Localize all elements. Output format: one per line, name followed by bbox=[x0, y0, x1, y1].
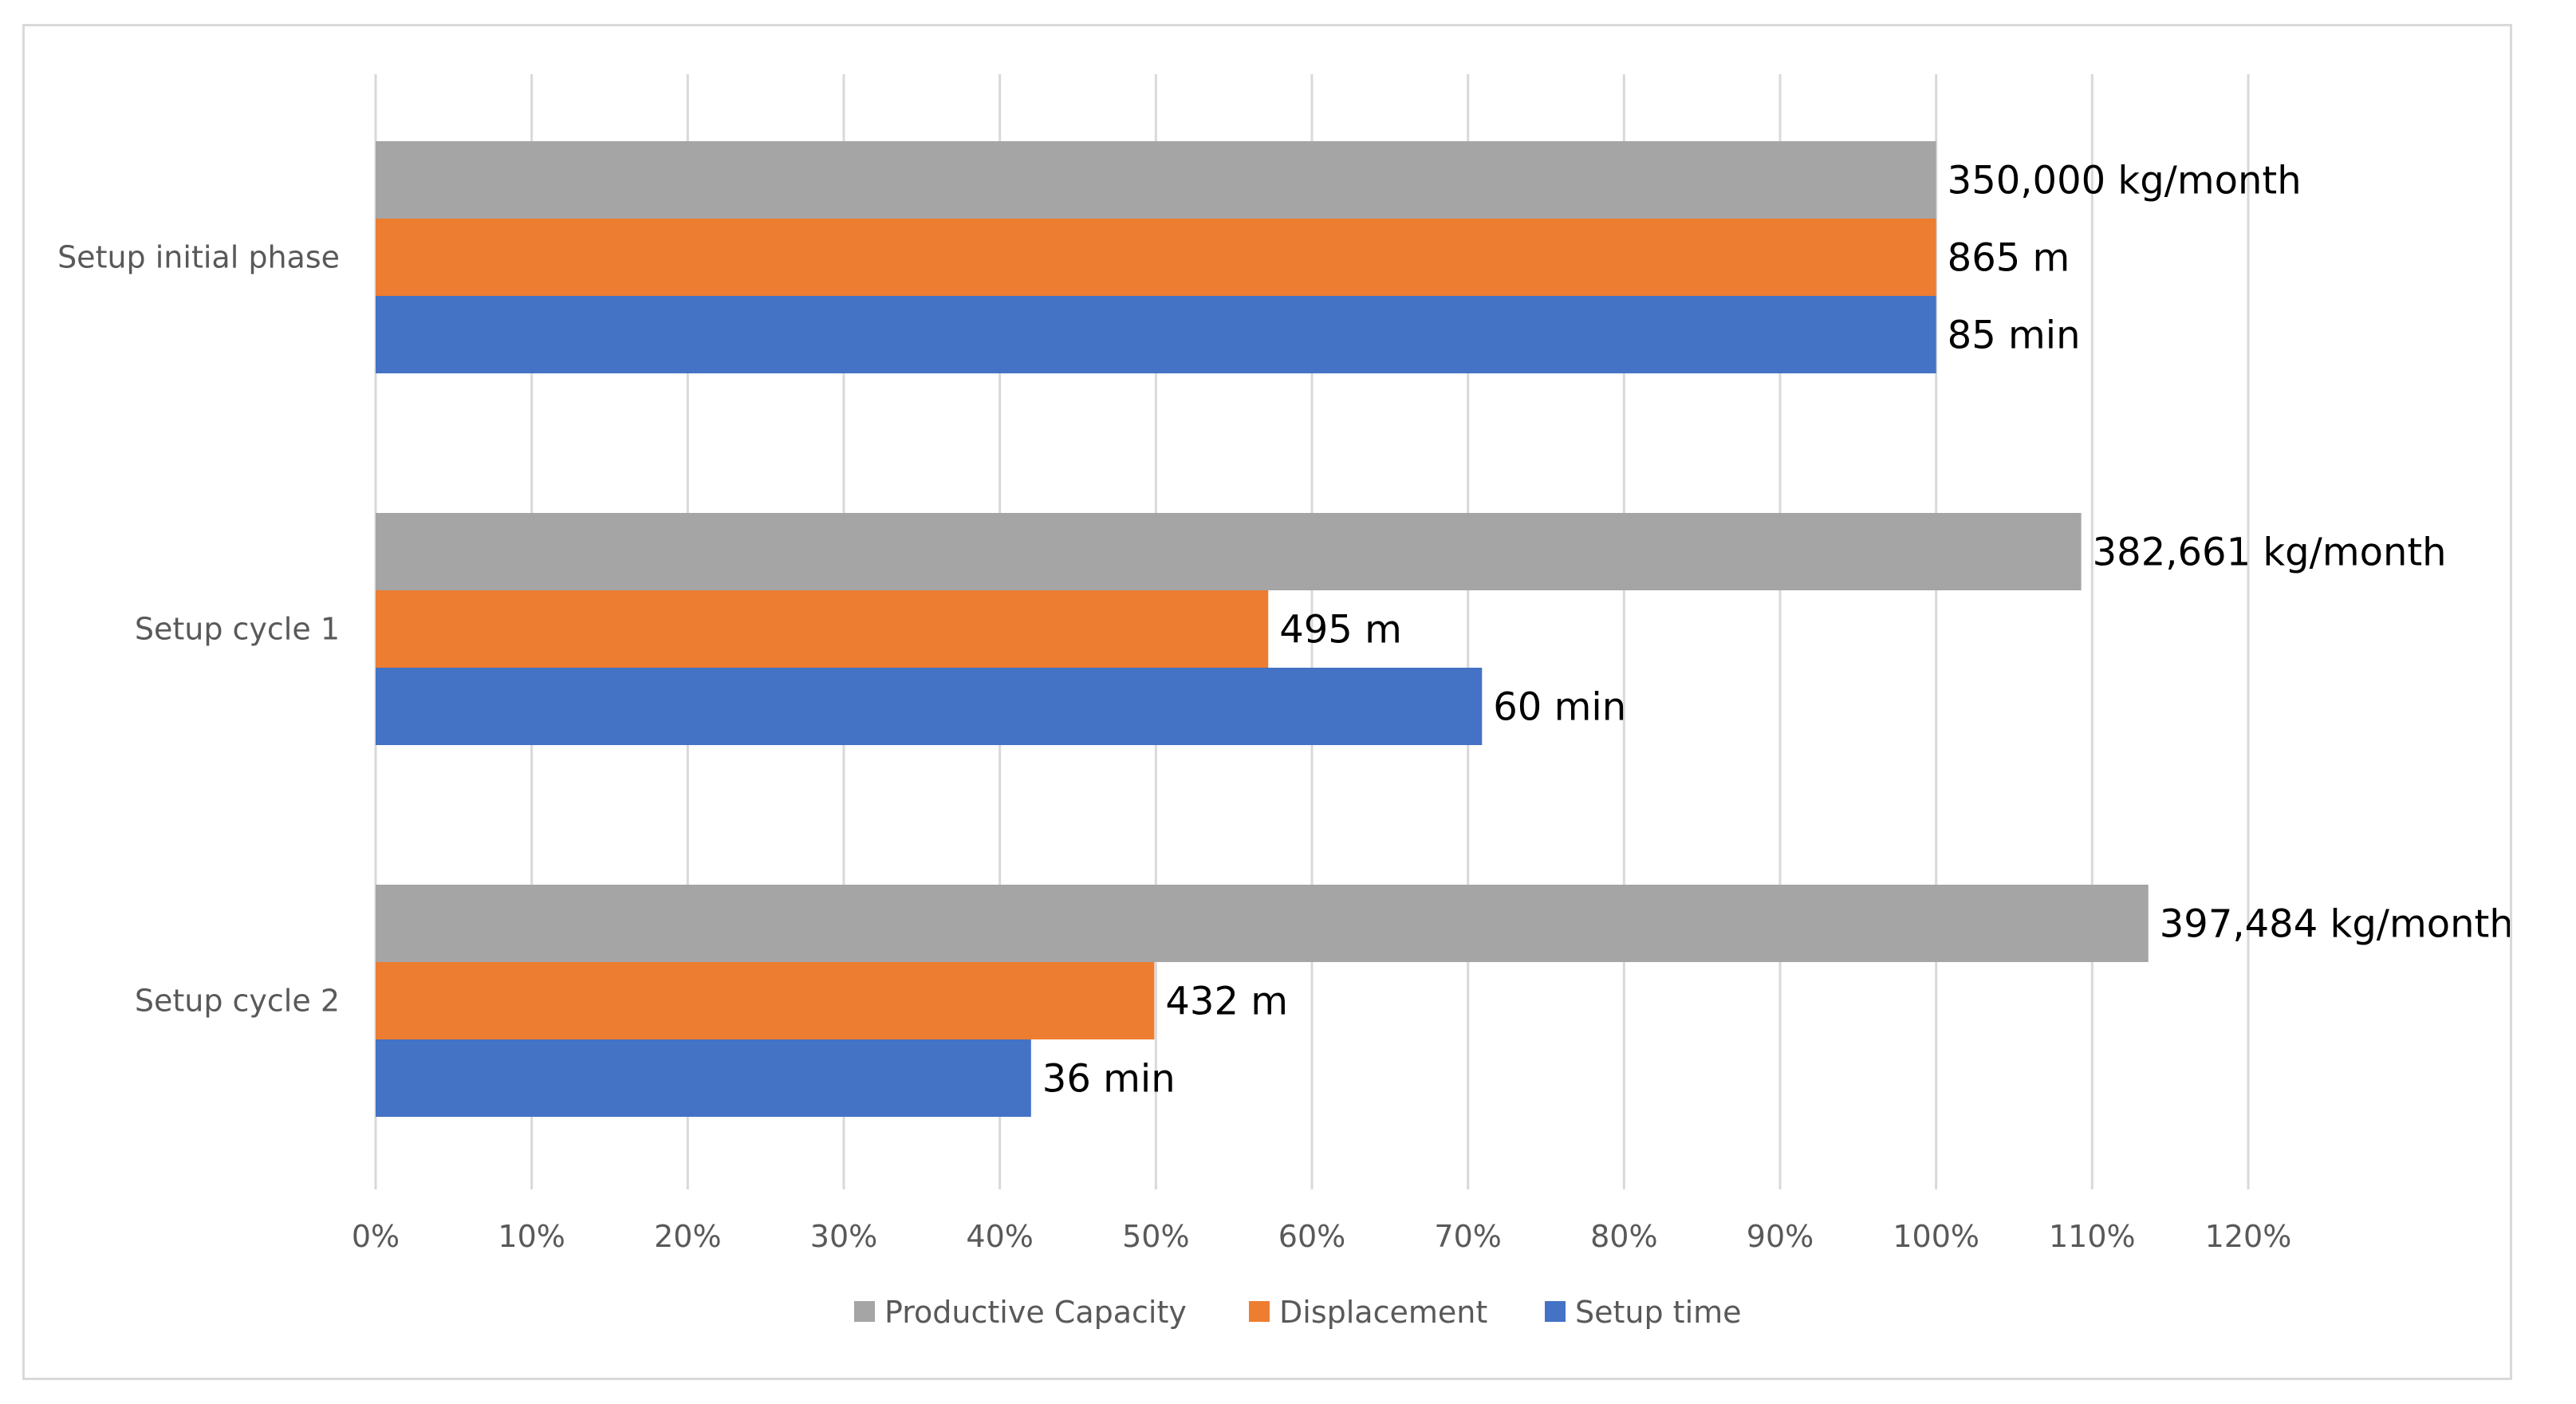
bars: 350,000 kg/month 865 m 85 min 382,661 kg/mo… bbox=[376, 141, 2510, 1117]
legend-swatch bbox=[1249, 1301, 1270, 1322]
category-labels: Setup initial phase Setup cycle 1 Setup cy… bbox=[57, 240, 340, 1019]
data-label: 432 m bbox=[1165, 980, 1288, 1024]
data-label: 865 m bbox=[1948, 236, 2070, 281]
x-axis-tick-labels: 0% 10% 20% 30% 40% 50% 60% 70% 80% 90% 100% 110% 120… bbox=[352, 1219, 2291, 1254]
x-tick-label: 50% bbox=[1122, 1219, 1189, 1254]
data-label: 397,484 kg/month bbox=[2160, 902, 2510, 947]
data-label: 60 min bbox=[1493, 685, 1626, 730]
legend-label: Setup time bbox=[1575, 1295, 1742, 1330]
legend-swatch bbox=[854, 1301, 875, 1322]
chart-frame: 350,000 kg/month 865 m 85 min 382,661 kg/mo… bbox=[22, 24, 2512, 1380]
x-tick-label: 120% bbox=[2205, 1219, 2292, 1254]
x-tick-label: 20% bbox=[654, 1219, 721, 1254]
data-label: 382,661 kg/month bbox=[2093, 530, 2447, 575]
x-tick-label: 40% bbox=[966, 1219, 1033, 1254]
x-tick-label: 110% bbox=[2049, 1219, 2136, 1254]
legend-swatch bbox=[1545, 1301, 1566, 1322]
category-label: Setup initial phase bbox=[57, 240, 340, 275]
bar-setup-time bbox=[376, 1039, 1031, 1117]
legend-label: Productive Capacity bbox=[884, 1295, 1187, 1330]
category-label: Setup cycle 2 bbox=[135, 984, 340, 1019]
data-label: 350,000 kg/month bbox=[1948, 159, 2302, 203]
x-tick-label: 60% bbox=[1278, 1219, 1345, 1254]
x-tick-label: 90% bbox=[1747, 1219, 1814, 1254]
x-tick-label: 30% bbox=[810, 1219, 877, 1254]
x-tick-label: 100% bbox=[1893, 1219, 1979, 1254]
bar-productive-capacity bbox=[376, 141, 1936, 219]
x-tick-label: 0% bbox=[352, 1219, 400, 1254]
bar-setup-time bbox=[376, 668, 1483, 745]
legend-label: Displacement bbox=[1279, 1295, 1487, 1330]
data-label: 495 m bbox=[1279, 608, 1402, 653]
bar-displacement bbox=[376, 590, 1269, 668]
x-tick-label: 10% bbox=[498, 1219, 565, 1254]
legend: Productive Capacity Displacement Setup tim… bbox=[854, 1295, 1742, 1330]
category-label: Setup cycle 1 bbox=[135, 612, 340, 647]
bar-displacement bbox=[376, 962, 1155, 1039]
bar-productive-capacity bbox=[376, 885, 2149, 962]
bar-displacement bbox=[376, 219, 1936, 296]
x-tick-label: 80% bbox=[1590, 1219, 1657, 1254]
x-tick-label: 70% bbox=[1434, 1219, 1501, 1254]
bar-productive-capacity bbox=[376, 513, 2082, 590]
data-label: 85 min bbox=[1948, 314, 2081, 358]
data-label: 36 min bbox=[1042, 1057, 1176, 1102]
bar-chart: 350,000 kg/month 865 m 85 min 382,661 kg/mo… bbox=[57, 74, 2510, 1330]
bar-setup-time bbox=[376, 296, 1936, 373]
